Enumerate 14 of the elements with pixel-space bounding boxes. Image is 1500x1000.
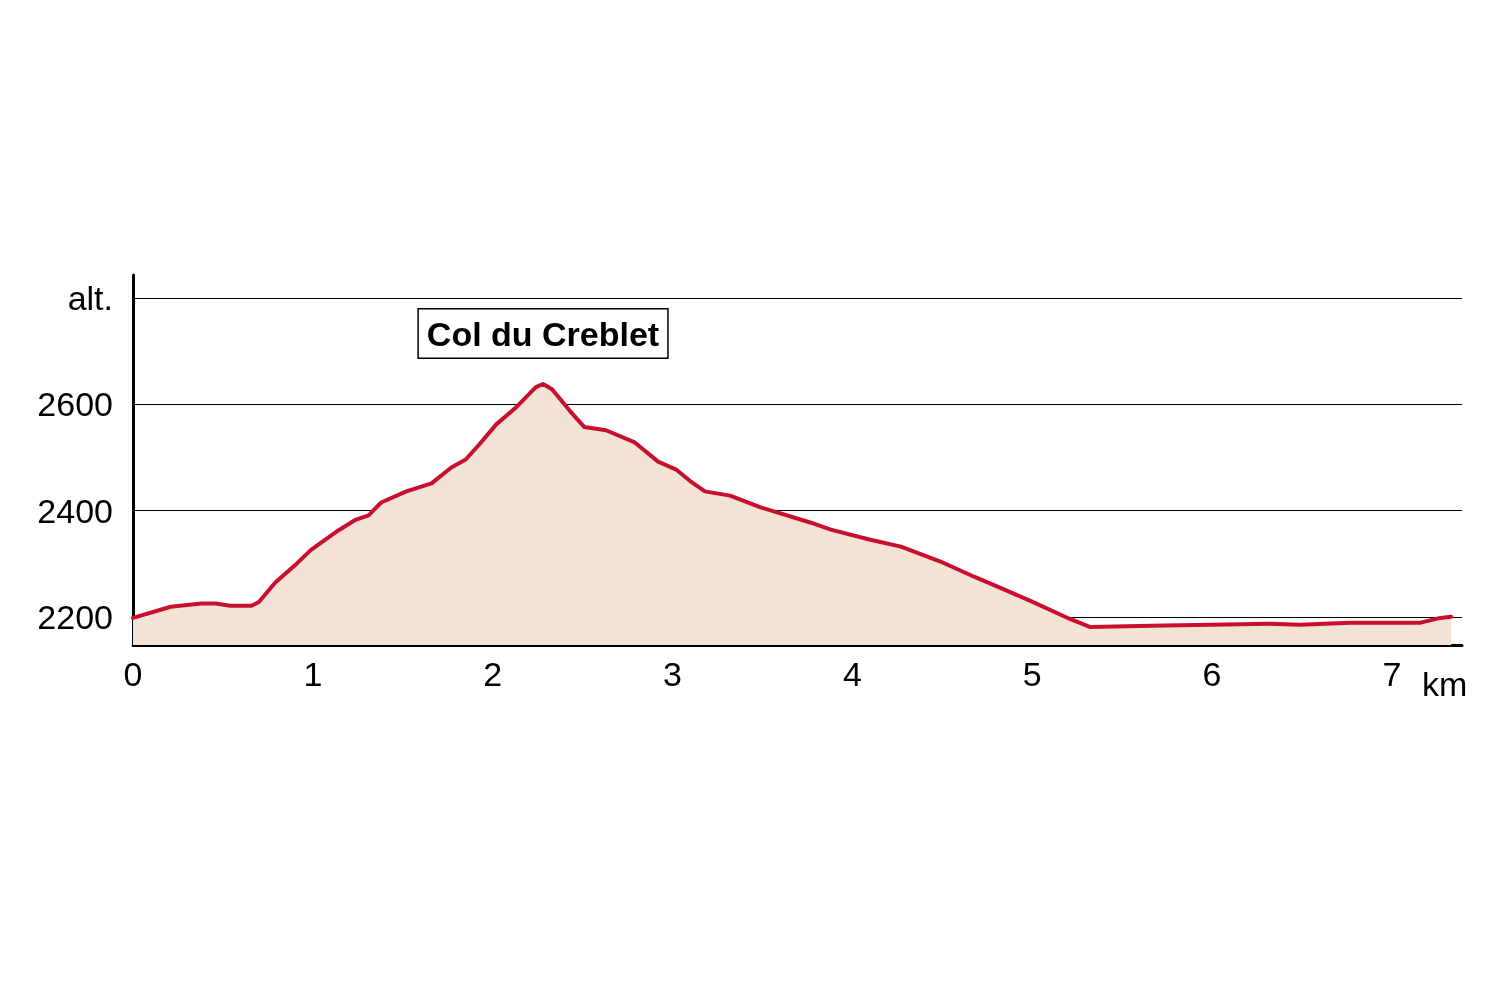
x-tick-label: 3 (663, 655, 682, 693)
y-tick-label: 2600 (37, 385, 113, 424)
y-tick-label: 2200 (37, 597, 113, 636)
y-tick-label: alt. (67, 278, 113, 317)
x-tick-label: 2 (483, 655, 503, 693)
y-tick-label: 2400 (37, 491, 113, 530)
x-tick-label: 5 (1022, 655, 1042, 693)
x-tick-label: 7 (1382, 655, 1402, 693)
x-tick-label: 4 (842, 655, 862, 693)
x-tick-label: 1 (303, 655, 323, 693)
x-tick-label: 0 (123, 655, 143, 693)
x-tick-label: 6 (1202, 655, 1222, 693)
annotation: Col du Creblet (426, 315, 660, 354)
x-axis-title: km (1422, 665, 1468, 703)
